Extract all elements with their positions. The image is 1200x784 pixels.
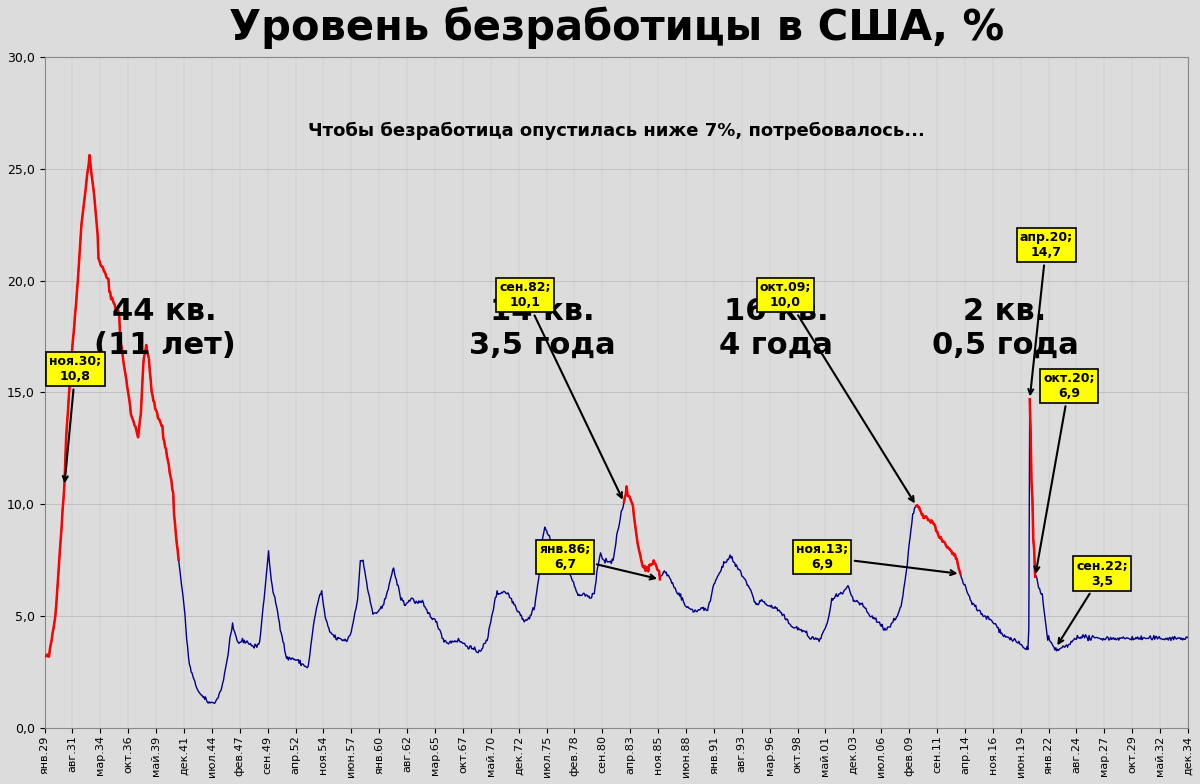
Text: Чтобы безработица опустилась ниже 7%, потребовалось...: Чтобы безработица опустилась ниже 7%, по… — [308, 122, 925, 140]
Text: ноя.13;
6,9: ноя.13; 6,9 — [796, 543, 955, 575]
Text: янв.86;
6,7: янв.86; 6,7 — [539, 543, 655, 579]
Text: 14 кв.
3,5 года: 14 кв. 3,5 года — [469, 297, 616, 360]
Text: сен.22;
3,5: сен.22; 3,5 — [1058, 560, 1128, 644]
Text: 16 кв.
4 года: 16 кв. 4 года — [720, 297, 833, 360]
Text: 2 кв.
0,5 года: 2 кв. 0,5 года — [931, 297, 1079, 360]
Title: Уровень безработицы в США, %: Уровень безработицы в США, % — [229, 7, 1004, 49]
Text: 44 кв.
(11 лет): 44 кв. (11 лет) — [94, 297, 235, 360]
Text: окт.09;
10,0: окт.09; 10,0 — [760, 281, 913, 502]
Text: сен.82;
10,1: сен.82; 10,1 — [499, 281, 622, 498]
Text: окт.20;
6,9: окт.20; 6,9 — [1034, 372, 1094, 572]
Text: апр.20;
14,7: апр.20; 14,7 — [1020, 230, 1073, 394]
Text: ноя.30;
10,8: ноя.30; 10,8 — [49, 355, 102, 481]
